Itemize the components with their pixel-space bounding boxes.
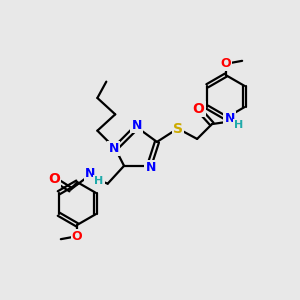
Text: N: N [131, 119, 142, 132]
Text: O: O [48, 172, 60, 186]
Text: N: N [109, 142, 119, 155]
Text: H: H [94, 176, 104, 186]
Text: N: N [225, 112, 235, 125]
Text: H: H [234, 120, 243, 130]
Text: S: S [173, 122, 183, 136]
Text: O: O [72, 230, 83, 243]
Text: N: N [146, 161, 156, 174]
Text: N: N [85, 167, 95, 180]
Text: O: O [220, 57, 231, 70]
Text: O: O [193, 102, 205, 116]
